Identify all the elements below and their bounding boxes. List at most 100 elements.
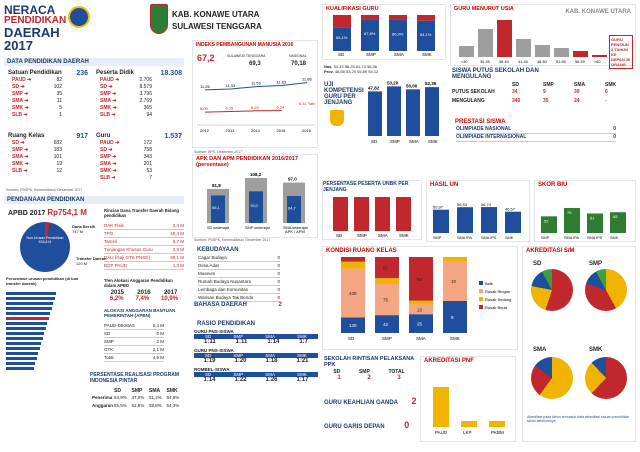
- biu-label: 65: [613, 214, 618, 219]
- rasio-values: 1:14 1:22 1:26 1:17: [203, 377, 309, 383]
- apm-bar: [211, 195, 225, 223]
- bahasa-title: BAHASA DAERAH 2: [194, 302, 282, 308]
- peserta-row: SMK ➜ 365: [100, 105, 152, 111]
- apbd-pie: [20, 222, 70, 272]
- unbk-bar: [354, 197, 369, 231]
- akreditasi-note: Akreditasi pada tahun termasuk data akre…: [527, 415, 630, 423]
- unbk-bar: [333, 197, 348, 231]
- pnf-category: PAUD: [435, 430, 448, 435]
- kual-bar-below: [389, 15, 407, 20]
- rasio-values: 1:11 1:11 1:14 1:7: [203, 339, 308, 345]
- uji-bar: [406, 89, 420, 136]
- budaya-row: Cagar Budaya 0: [198, 255, 280, 262]
- biu-category: SMK: [610, 236, 619, 240]
- unbk-category: SMA: [378, 233, 388, 238]
- dana-bersih: Dana Bersih 747 M: [72, 224, 96, 234]
- kondisi-legend: Rusak Ringan: [485, 289, 510, 294]
- kondisi-bar: [409, 304, 433, 315]
- biu-bar: [564, 208, 580, 233]
- ipm-year: 2012: [200, 128, 210, 133]
- satuan-row: SMK ➜ 5: [12, 105, 62, 111]
- kual-bar-below: [361, 15, 379, 20]
- satuan-row: SMP ➜ 35: [12, 91, 62, 97]
- kual-bar-above: [333, 27, 351, 51]
- usia-bin: >60: [594, 60, 600, 64]
- apk-label: 97,0: [288, 177, 297, 182]
- kual-label: 84,1%: [420, 32, 432, 37]
- kondisi-label: 25: [417, 322, 423, 327]
- kondisi-legend: Baik: [485, 281, 493, 286]
- ipm-rls-label: 6,09: [200, 106, 209, 111]
- ruang-row: SMK ➜ 19: [12, 161, 62, 167]
- kual-category: SD: [338, 52, 345, 57]
- guru-count: Guru 1.537 PAUD ➜ 172 SD ➜ 758 SMP ➜ 343 SMA ➜ 2…: [96, 133, 182, 181]
- unbk-category: SD: [336, 233, 343, 238]
- rincian-row: DAK Fisik 2,4 M: [104, 223, 184, 230]
- rasio-head: SD SMP SMA SMK: [194, 372, 318, 377]
- persentase-bar: [6, 362, 35, 365]
- un-bar: [481, 207, 497, 233]
- persentase-bar: [6, 322, 47, 325]
- uji-label: 47,82: [368, 85, 380, 90]
- kual-category: SMA: [394, 52, 404, 57]
- kondisi-bar: [375, 315, 399, 333]
- kondisi-legend-swatch: [479, 297, 483, 301]
- ipm-year: 2015: [277, 128, 287, 133]
- ipm-year: 2013: [226, 128, 236, 133]
- persentase-bar: [6, 332, 44, 335]
- rincian-row: TPG 19,4 M: [104, 231, 184, 238]
- realisasi-head: SD SMP SMA SMK: [114, 388, 178, 394]
- ipm-panel: INDEKS PEMBANGUNAN MANUSIA 2016 67,2 SUL…: [192, 40, 318, 148]
- uji-category: SMA: [409, 139, 419, 144]
- ruang-row: SMP ➜ 183: [12, 147, 62, 153]
- page-title: NERACA PENDIDIKAN DAERAH 2017: [4, 3, 67, 53]
- usia-bin: <30: [461, 60, 467, 64]
- kondisi-category: SMK: [450, 336, 460, 341]
- akreditasi-smk-pie: [585, 357, 627, 399]
- kondisi-legend-swatch: [479, 281, 483, 285]
- uji-bar: [387, 86, 401, 136]
- usia-bar: [535, 45, 550, 57]
- data-pendidikan-title: DATA PENDIDIKAN DAERAH: [4, 58, 184, 66]
- peserta-row: SMP ➜ 3.796: [100, 91, 152, 97]
- unbk-bar: [375, 197, 390, 231]
- satuan-row: SMA ➜ 11: [12, 98, 62, 104]
- source-note: Sumber: PDSPK, Kemendikbud, Desember 201…: [6, 188, 83, 192]
- unbk-category: SMP: [357, 233, 367, 238]
- rasio-head: SD SMP SMA SMK: [194, 334, 318, 339]
- bantuan-row: SMP 2 M: [104, 339, 164, 346]
- skor-biu-chart: 52 SMP 78 SMA IPA 61 SMA IPS 65 SMK: [541, 208, 626, 240]
- putus-head: SD SMP SMA SMK: [512, 82, 617, 88]
- kondisi-label: 75: [383, 298, 389, 303]
- persentase-bar: [6, 312, 50, 315]
- pnf-category: PKBM: [491, 430, 504, 435]
- guru-row: SMA ➜ 201: [100, 161, 152, 167]
- pie-center-label: Non Urusan Pendidikan 634,6 M: [26, 236, 64, 244]
- kual-label: 86,3%: [392, 31, 404, 36]
- uji-category: SMP: [390, 139, 400, 144]
- apm-bar: [249, 191, 263, 223]
- rincian-title: Rincian Dana Transfer Daerah Bidang pend…: [104, 208, 179, 218]
- skor-biu-panel: SKOR BIU 52 SMP 78 SMA IPA 61 SMA IPS 65 SMK: [534, 180, 636, 242]
- guru-row: SD ➜ 758: [100, 147, 152, 153]
- un-bar: [457, 207, 473, 233]
- apbd-label: APBD 2017 Rp754,1 M: [8, 208, 87, 217]
- trophy-icon: [330, 110, 344, 126]
- bantuan-row: SD 0 M: [104, 331, 164, 338]
- apm-bar: [287, 196, 301, 223]
- ipm-year: 2016: [302, 128, 312, 133]
- guru-usia-chart: <30 30-35 36-40 41-45 46-50 51-55 56-59 >60: [459, 20, 607, 64]
- kondisi-category: SMA: [416, 336, 426, 341]
- kondisi-bar: [443, 257, 467, 261]
- kual-bar-above: [417, 20, 435, 51]
- bantuan-table: PAUD-DIKMAS 6,4 M SD 0 M SMP 2 M GTK 2,1 M Total…: [104, 322, 164, 362]
- rincian-table: DAK Fisik 2,4 M TPG 19,4 M Tamsil 0,7 M Tunjan…: [104, 222, 184, 270]
- pnf-bar: [489, 421, 505, 427]
- rasio-head: SD SMP SMA SMK: [194, 353, 318, 358]
- persentase-bars: [6, 290, 86, 372]
- kual-label: 87,8%: [364, 31, 376, 36]
- ruang-row: SD ➜ 682: [12, 140, 62, 146]
- budaya-row: Desa Adat 0: [198, 263, 280, 270]
- biu-category: SMA IPS: [587, 236, 603, 240]
- kondisi-bar: [341, 257, 365, 262]
